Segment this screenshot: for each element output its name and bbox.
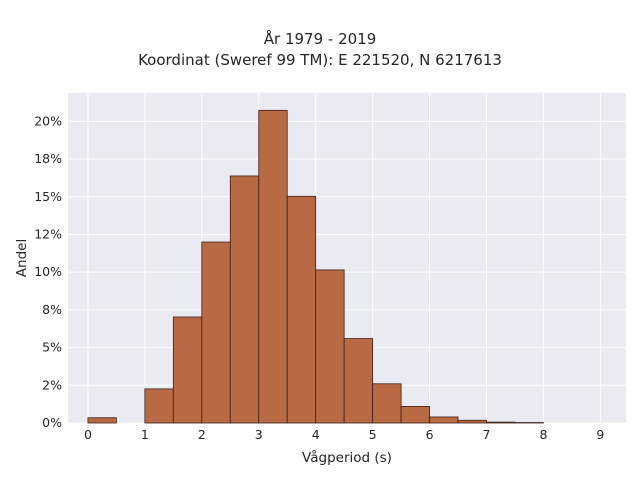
histogram-bar <box>429 416 459 424</box>
x-tick-label: 2 <box>198 427 206 442</box>
histogram-bar <box>172 316 203 424</box>
y-tick-labels: 0% 2% 5% 8% 10% 12% 15% 18% 20% <box>34 113 62 430</box>
histogram-bar <box>457 419 487 424</box>
histogram-bar <box>343 338 374 424</box>
x-tick-label: 9 <box>596 427 604 442</box>
x-tick-label: 7 <box>483 427 491 442</box>
histogram-bar <box>315 269 345 424</box>
histogram-bar <box>286 195 317 424</box>
histogram-bar <box>372 383 402 424</box>
bars <box>87 109 544 424</box>
y-tick-label: 20% <box>34 113 62 128</box>
y-tick-label: 10% <box>34 264 62 279</box>
histogram-bar <box>486 421 516 424</box>
histogram-bar <box>201 241 231 424</box>
x-tick-label: 6 <box>426 427 434 442</box>
y-tick-label: 2% <box>42 377 62 392</box>
x-tick-label: 5 <box>369 427 377 442</box>
chart-title: År 1979 - 2019 <box>263 30 377 48</box>
x-tick-label: 1 <box>141 427 149 442</box>
x-tick-label: 0 <box>84 427 92 442</box>
x-tick-label: 8 <box>539 427 547 442</box>
x-tick-label: 3 <box>255 427 263 442</box>
y-tick-label: 0% <box>42 415 62 430</box>
histogram-bar <box>87 417 117 424</box>
y-tick-label: 5% <box>42 340 62 355</box>
y-tick-label: 18% <box>34 151 62 166</box>
histogram-bar <box>144 388 174 424</box>
x-axis-label: Vågperiod (s) <box>302 449 392 466</box>
y-tick-label: 12% <box>34 226 62 241</box>
y-axis-label: Andel <box>14 239 30 277</box>
y-tick-label: 15% <box>34 189 62 204</box>
y-tick-label: 8% <box>42 302 62 317</box>
histogram-bar <box>229 175 260 424</box>
x-tick-label: 4 <box>312 427 320 442</box>
histogram-bar <box>400 406 430 424</box>
histogram-bar <box>258 109 288 424</box>
x-tick-labels: 0 1 2 3 4 5 6 7 8 9 <box>84 427 604 442</box>
chart-subtitle: Koordinat (Sweref 99 TM): E 221520, N 62… <box>138 51 502 69</box>
